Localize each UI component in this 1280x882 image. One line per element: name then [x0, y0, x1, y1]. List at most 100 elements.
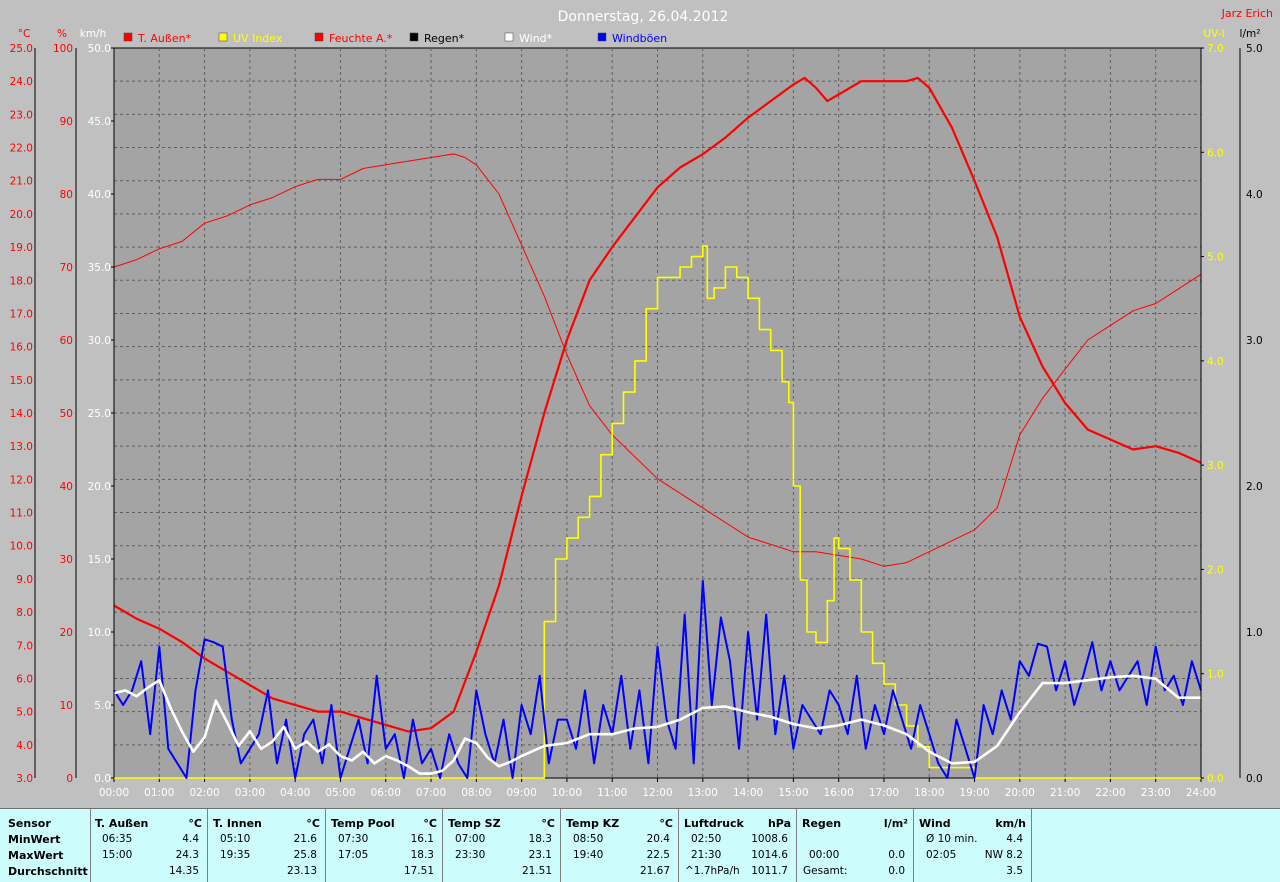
avg-value: 23.13 — [286, 865, 317, 877]
min-value: 4.4 — [182, 833, 199, 845]
temp-axis-tick-label: 10.0 — [10, 541, 33, 553]
wind-axis-tick-label: 30.0 — [88, 335, 111, 347]
legend-entry: Wind* — [519, 32, 553, 45]
min-value: 4.4 — [1006, 833, 1023, 845]
column-unit: °C — [659, 817, 673, 830]
maxwert-label: MaxWert — [8, 849, 64, 862]
avg-note: Gesamt: — [803, 865, 848, 877]
x-tick-label: 05:00 — [325, 787, 355, 799]
temp-axis-tick-label: 6.0 — [16, 673, 33, 685]
series-humidity-line — [113, 153, 1202, 567]
x-tick-label: 03:00 — [235, 787, 265, 799]
humidity-axis-tick-label: 80 — [60, 189, 73, 201]
temp-axis-tick-label: 19.0 — [10, 242, 33, 254]
min-time: 05:10 — [220, 833, 251, 845]
column-unit: °C — [188, 817, 202, 830]
max-value: 0.0 — [888, 849, 905, 861]
max-time: 17:05 — [338, 849, 369, 861]
temp-axis-tick-label: 14.0 — [10, 408, 33, 420]
temp-axis-tick-label: 12.0 — [10, 474, 33, 486]
weather-chart: 3.0 4.0 5.0 6.0 7.0 8.0 9.0 10.0 11.0 12.0 13.0 14.… — [9, 7, 1274, 799]
avg-value: 14.35 — [168, 865, 199, 877]
min-time: 07:00 — [455, 833, 486, 845]
min-time: 06:35 — [102, 833, 133, 845]
temp-axis-tick-label: 5.0 — [16, 707, 33, 719]
max-time: 19:35 — [220, 849, 251, 861]
x-tick-label: 18:00 — [914, 787, 944, 799]
legend-swatch — [123, 32, 133, 42]
x-tick-label: 15:00 — [778, 787, 808, 799]
temp-axis-tick-label: 22.0 — [10, 143, 33, 155]
min-time: 07:30 — [338, 833, 369, 845]
wind-axis-tick-label: 5.0 — [94, 700, 111, 712]
min-value: 21.6 — [293, 833, 317, 845]
max-value: 23.1 — [528, 849, 552, 861]
temp-axis-tick-label: 11.0 — [10, 508, 33, 520]
humidity-axis-tick-label: 50 — [60, 408, 73, 420]
series-uv-line — [114, 245, 1201, 779]
series-layer — [113, 76, 1202, 779]
temp-axis-tick-label: 9.0 — [16, 574, 33, 586]
x-tick-label: 04:00 — [280, 787, 310, 799]
x-tick-label: 10:00 — [552, 787, 582, 799]
x-tick-label: 23:00 — [1141, 787, 1171, 799]
temp-axis-tick-label: 3.0 — [16, 773, 33, 785]
avg-value: 21.67 — [639, 865, 670, 877]
column-unit: °C — [423, 817, 437, 830]
temp-axis-tick-label: 7.0 — [16, 640, 33, 652]
stats-column: Wind km/h Ø 10 min. 4.4 02:05 NW 8.2 3.5 — [914, 809, 1032, 882]
wind-axis-tick-label: 40.0 — [88, 189, 111, 201]
min-value: 1008.6 — [751, 833, 788, 845]
wind-axis-tick-label: 35.0 — [88, 262, 111, 274]
rain-axis-tick-label: 0.0 — [1246, 773, 1263, 785]
wind-axis-tick-label: 10.0 — [88, 627, 111, 639]
avg-note: ^1.7hPa/h — [685, 865, 740, 877]
grid — [113, 48, 1202, 782]
max-time: 00:00 — [809, 849, 840, 861]
humidity-axis-tick-label: 10 — [60, 700, 73, 712]
rain-axis-tick-label: 4.0 — [1246, 189, 1263, 201]
axes: 3.0 4.0 5.0 6.0 7.0 8.0 9.0 10.0 11.0 12.0 13.0 14.… — [10, 28, 1263, 799]
humidity-axis-tick-label: 60 — [60, 335, 73, 347]
uv-axis-tick-label: 0.0 — [1207, 773, 1224, 785]
uv-axis-tick-label: 7.0 — [1207, 43, 1224, 55]
stats-column: Luftdruck hPa 02:50 1008.6 21:30 1014.6 ^1.7hP… — [679, 809, 797, 882]
column-header: T. Innen — [213, 817, 262, 830]
sensor-header: Sensor — [8, 817, 51, 830]
max-value: 24.3 — [175, 849, 199, 861]
rain-axis-tick-label: 1.0 — [1246, 627, 1263, 639]
rain-axis-tick-label: 2.0 — [1246, 481, 1263, 493]
temp-axis-tick-label: 24.0 — [10, 76, 33, 88]
max-value: NW 8.2 — [984, 849, 1023, 861]
temp-axis-tick-label: 21.0 — [10, 176, 33, 188]
chart-author: Jarz Erich — [1221, 7, 1273, 20]
max-value: 25.8 — [293, 849, 317, 861]
max-value: 1014.6 — [751, 849, 788, 861]
min-value: 20.4 — [646, 833, 670, 845]
column-header: Luftdruck — [684, 817, 744, 830]
uv-axis-tick-label: 3.0 — [1207, 460, 1224, 472]
avg-value: 21.51 — [521, 865, 552, 877]
humidity-axis-tick-label: 20 — [60, 627, 73, 639]
column-header: Temp SZ — [448, 817, 501, 830]
min-time: 02:50 — [691, 833, 722, 845]
max-value: 22.5 — [646, 849, 670, 861]
x-tick-label: 22:00 — [1095, 787, 1125, 799]
avg-value: 3.5 — [1006, 865, 1023, 877]
x-tick-label: 08:00 — [461, 787, 491, 799]
column-header: Regen — [802, 817, 842, 830]
column-header: T. Außen — [95, 817, 149, 830]
column-header: Temp Pool — [331, 817, 395, 830]
min-value: 18.3 — [528, 833, 552, 845]
wind-unit: km/h — [80, 28, 107, 40]
temp-unit: °C — [18, 28, 31, 40]
series-gust-line — [113, 579, 1202, 779]
legend-swatch — [218, 32, 228, 42]
uv-axis-tick-label: 2.0 — [1207, 564, 1224, 576]
x-tick-label: 17:00 — [869, 787, 899, 799]
humidity-axis-tick-label: 100 — [53, 43, 73, 55]
legend-entry: Regen* — [424, 32, 465, 45]
legend-swatch — [504, 32, 514, 42]
stats-column: T. Innen °C 05:10 21.6 19:35 25.8 23.13 — [208, 809, 326, 882]
stats-column: T. Außen °C 06:35 4.4 15:00 24.3 14.35 — [90, 809, 208, 882]
